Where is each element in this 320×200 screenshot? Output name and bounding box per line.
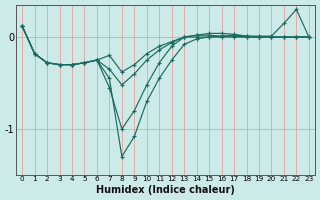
X-axis label: Humidex (Indice chaleur): Humidex (Indice chaleur)	[96, 185, 235, 195]
